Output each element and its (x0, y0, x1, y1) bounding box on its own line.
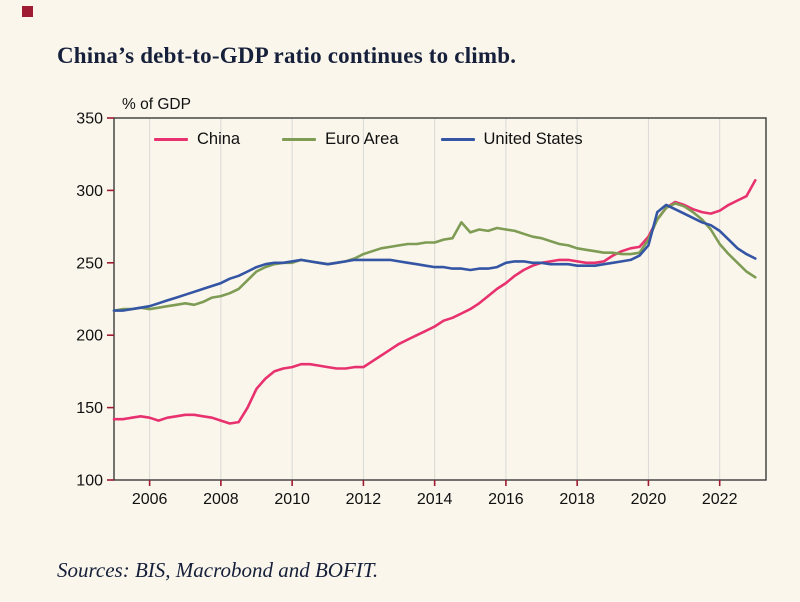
svg-text:% of GDP: % of GDP (122, 96, 191, 113)
brand-marker (22, 6, 33, 17)
legend-label-china: China (197, 130, 241, 148)
svg-text:150: 150 (76, 400, 103, 417)
debt-to-gdp-chart: 100 150 200 250 300 350 2006 2008 2010 2012 2014 20… (50, 92, 776, 512)
svg-text:100: 100 (76, 473, 103, 490)
svg-text:250: 250 (76, 255, 103, 272)
svg-text:2006: 2006 (132, 491, 168, 508)
svg-text:2018: 2018 (559, 491, 595, 508)
svg-text:350: 350 (76, 111, 103, 128)
legend-label-united-states: United States (483, 130, 583, 148)
united-states-line-swatch (440, 138, 475, 141)
euro-area-line-swatch (282, 138, 317, 141)
chart-title: China’s debt-to-GDP ratio continues to c… (57, 43, 517, 69)
legend-label-euro-area: Euro Area (325, 130, 399, 148)
svg-text:200: 200 (76, 328, 103, 345)
chart-canvas: 100 150 200 250 300 350 2006 2008 2010 2012 2014 20… (76, 96, 767, 508)
svg-text:2014: 2014 (417, 491, 453, 508)
legend-item-united-states: United States (440, 130, 583, 149)
chart-legend: China Euro Area United States (154, 130, 583, 149)
svg-text:2022: 2022 (702, 491, 738, 508)
legend-item-euro-area: Euro Area (282, 130, 399, 149)
sources-note: Sources: BIS, Macrobond and BOFIT. (57, 558, 379, 582)
legend-item-china: China (154, 130, 240, 149)
svg-text:2010: 2010 (274, 491, 310, 508)
svg-text:2016: 2016 (488, 491, 524, 508)
svg-text:2020: 2020 (631, 491, 667, 508)
svg-text:2012: 2012 (346, 491, 382, 508)
china-line-swatch (154, 138, 188, 141)
svg-text:2008: 2008 (203, 491, 239, 508)
svg-text:300: 300 (76, 183, 103, 200)
